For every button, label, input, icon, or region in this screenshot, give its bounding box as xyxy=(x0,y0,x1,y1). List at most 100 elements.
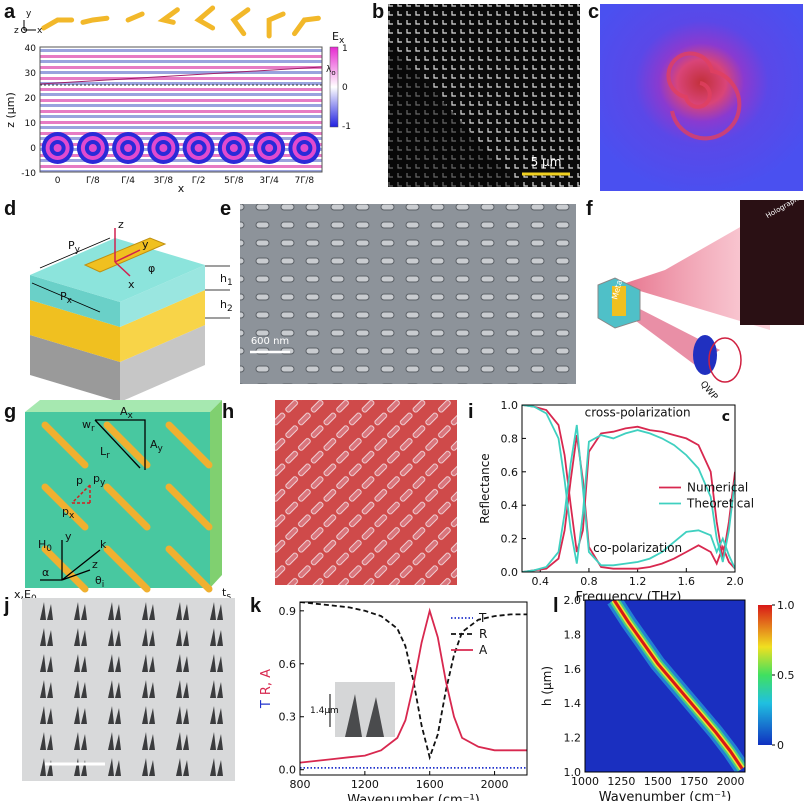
legend-label: T xyxy=(478,611,487,625)
symbol: y xyxy=(65,530,72,543)
tspan-part: x xyxy=(69,511,75,521)
x-tick-label: Γ/4 xyxy=(121,176,135,186)
panel-label: j xyxy=(3,595,10,617)
corner-label: c xyxy=(722,409,730,425)
symbol: px xyxy=(62,505,75,521)
tspan-part: s xyxy=(226,592,231,602)
colorbar xyxy=(329,46,339,128)
dimension-line xyxy=(205,265,230,319)
x-tick-label: 3Γ/8 xyxy=(154,176,174,186)
y-tick-label: 0.6 xyxy=(279,658,297,671)
tspan-part: t xyxy=(222,586,227,599)
x-tick-label: 1200 xyxy=(351,778,379,791)
qwp-label: QWP xyxy=(698,380,720,403)
field-sources xyxy=(41,132,321,164)
resonator xyxy=(103,421,151,469)
x-tick-label: Γ/2 xyxy=(192,176,206,186)
series-line xyxy=(300,602,527,761)
tspan-part: x xyxy=(67,296,73,306)
panel-d: d z y x φ Py Px h1 h2 xyxy=(4,198,233,402)
x-tick-label: 1250 xyxy=(607,775,635,788)
field-ring xyxy=(88,144,97,152)
wavelength-label: λo xyxy=(326,65,336,77)
unit-cell xyxy=(194,5,216,31)
period-label: Py xyxy=(68,239,81,255)
tspan-part: λ xyxy=(326,65,332,75)
polarization-arrow xyxy=(708,337,742,383)
plot-frame xyxy=(584,599,746,773)
panel-label: a xyxy=(4,1,16,23)
image-region xyxy=(388,40,520,187)
plot-frame xyxy=(521,404,736,573)
tspan-part: H xyxy=(38,538,46,551)
metal-layer xyxy=(120,290,205,362)
spacer-top xyxy=(30,238,205,302)
y-tick-label: 1.2 xyxy=(564,732,582,745)
y-tick-label: 1.0 xyxy=(564,766,582,779)
x-tick-label: 2000 xyxy=(481,778,509,791)
colorbar-tick: -1 xyxy=(342,122,351,132)
legend-label: Numerical xyxy=(687,481,748,495)
micrograph xyxy=(275,400,457,585)
unit-cell xyxy=(266,11,286,39)
panel-label: h xyxy=(222,401,234,423)
chart: 0.4 0.8 1.2 1.6 2.00.00.20.40.60.81.0Frequen… xyxy=(468,399,754,605)
symbol: p xyxy=(76,474,83,487)
colorbar xyxy=(758,605,772,745)
tspan-part: A xyxy=(150,438,158,451)
tspan-part: i xyxy=(102,580,105,590)
metal-layer xyxy=(30,300,120,362)
x-tick-label: 1750 xyxy=(680,775,708,788)
substrate xyxy=(30,335,120,402)
y-tick-label: 0.4 xyxy=(501,499,519,512)
y-tick-label: 0 xyxy=(30,144,36,154)
plot-frame xyxy=(299,601,528,776)
panel-label: e xyxy=(220,198,231,220)
y-tick-label: 0.6 xyxy=(501,466,519,479)
nanorod xyxy=(83,237,167,273)
wavefront-line xyxy=(39,66,323,85)
spacer xyxy=(120,265,205,327)
axes-arrows xyxy=(114,228,141,277)
incidence-axes xyxy=(40,540,101,581)
symbol: k xyxy=(100,538,107,551)
tspan-part: w xyxy=(82,418,91,431)
tspan-part: 1 xyxy=(227,278,233,288)
annotation: co-polarization xyxy=(593,541,682,555)
tspan-part: y xyxy=(75,245,81,255)
x-tick-label: 0 xyxy=(55,176,61,186)
y-axis-label: T R, A xyxy=(259,669,274,709)
field-ring xyxy=(265,144,274,152)
plot-area xyxy=(522,405,735,572)
unit-cell xyxy=(291,15,321,37)
x-axis-label: x xyxy=(178,182,185,195)
substrate-edge xyxy=(25,400,222,412)
inset-structure xyxy=(345,694,384,737)
axis-dot xyxy=(21,27,27,33)
x-tick-label: 2000 xyxy=(716,775,744,788)
x-tick-label: 0.8 xyxy=(580,575,598,588)
tspan-part: r xyxy=(91,424,95,434)
colorbar-tick: 1 xyxy=(342,44,348,54)
colorbar-title: Ex xyxy=(332,30,345,46)
y-tick-label: 0.0 xyxy=(279,764,297,777)
field-ring xyxy=(300,144,309,152)
y-tick-label: 0.8 xyxy=(501,432,519,445)
tspan-part: 2 xyxy=(227,304,233,314)
tspan-part: p xyxy=(93,472,100,485)
unit-cell xyxy=(125,11,145,23)
tspan-part: x xyxy=(128,411,134,421)
x-tick-label: 0.4 xyxy=(532,575,550,588)
symbol: z xyxy=(92,558,98,571)
panel-label: d xyxy=(4,198,16,220)
series-line xyxy=(522,405,735,564)
charts: 0.4 0.8 1.2 1.6 2.00.00.20.40.60.81.0Frequen… xyxy=(250,399,795,801)
panel-label: i xyxy=(468,401,474,423)
axis-name: y xyxy=(26,9,32,19)
symbol: ts xyxy=(222,586,231,602)
y-axis-label-part: R, A xyxy=(259,669,274,695)
panel-label: f xyxy=(586,198,593,220)
tspan-part: θ xyxy=(95,574,102,587)
field-ring xyxy=(194,144,203,152)
